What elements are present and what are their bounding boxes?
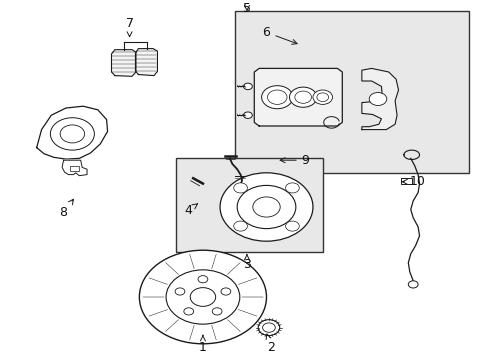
Circle shape	[183, 308, 193, 315]
Circle shape	[220, 173, 312, 241]
Polygon shape	[62, 160, 87, 176]
Text: 3: 3	[243, 255, 250, 271]
Text: 5: 5	[243, 3, 250, 15]
Circle shape	[262, 323, 275, 332]
Circle shape	[243, 112, 252, 118]
Circle shape	[221, 288, 230, 295]
Polygon shape	[111, 50, 136, 76]
Circle shape	[233, 183, 247, 193]
Text: 2: 2	[265, 334, 275, 354]
Circle shape	[294, 91, 311, 103]
Text: 7: 7	[125, 17, 133, 37]
Text: 6: 6	[262, 26, 297, 44]
Polygon shape	[37, 106, 107, 159]
Circle shape	[60, 125, 84, 143]
Bar	[70, 166, 79, 171]
Circle shape	[267, 90, 286, 104]
Bar	[400, 178, 411, 184]
Circle shape	[190, 288, 215, 306]
Text: 8: 8	[60, 199, 73, 219]
Text: 9: 9	[280, 154, 309, 167]
Circle shape	[139, 250, 266, 344]
Circle shape	[50, 118, 94, 150]
Circle shape	[312, 90, 332, 104]
Circle shape	[285, 183, 299, 193]
Circle shape	[261, 86, 292, 109]
Text: 1: 1	[199, 335, 206, 354]
Circle shape	[316, 93, 328, 102]
Polygon shape	[135, 49, 157, 76]
Circle shape	[166, 270, 239, 324]
Circle shape	[212, 308, 222, 315]
Circle shape	[368, 93, 386, 105]
Circle shape	[243, 83, 252, 90]
Circle shape	[285, 221, 299, 231]
Polygon shape	[254, 68, 342, 126]
Text: 10: 10	[402, 175, 425, 188]
Circle shape	[237, 185, 295, 229]
Circle shape	[289, 87, 316, 107]
Bar	[176, 158, 322, 252]
Circle shape	[252, 197, 280, 217]
Circle shape	[407, 281, 417, 288]
Polygon shape	[361, 68, 398, 130]
Circle shape	[258, 320, 279, 336]
Circle shape	[175, 288, 184, 295]
Circle shape	[198, 276, 207, 283]
Text: 4: 4	[184, 204, 197, 217]
Circle shape	[233, 221, 247, 231]
Bar	[234, 11, 468, 173]
